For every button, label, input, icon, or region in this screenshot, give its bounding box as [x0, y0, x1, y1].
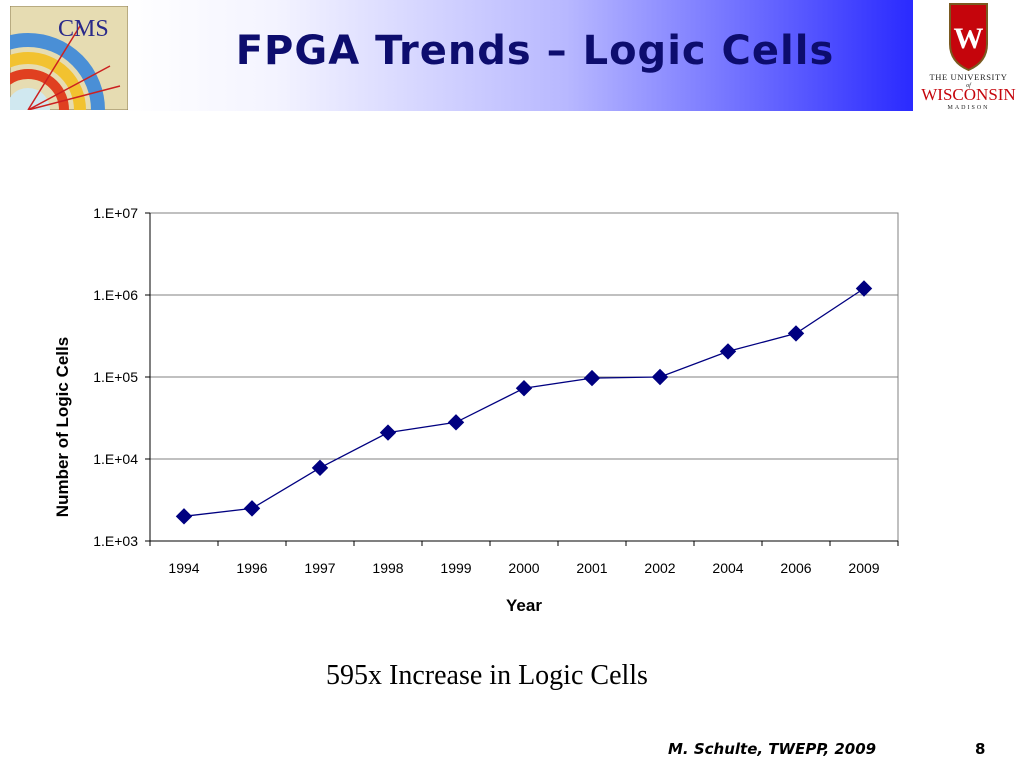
crest-letter: W — [954, 22, 984, 55]
y-tick-label: 1.E+05 — [93, 369, 138, 385]
data-point-marker — [515, 380, 533, 397]
data-point-marker — [651, 368, 669, 386]
footer-author: M. Schulte, TWEPP, 2009 — [668, 740, 877, 758]
uw-line3: WISCONSIN — [921, 85, 1015, 104]
x-tick-label: 2009 — [848, 560, 879, 576]
data-point-marker — [719, 343, 737, 360]
y-tick-label: 1.E+03 — [93, 533, 138, 549]
x-tick-label: 1996 — [236, 560, 267, 576]
uw-line4: MADISON — [947, 105, 989, 111]
x-tick-label: 2004 — [712, 560, 743, 576]
data-point-marker — [787, 325, 805, 342]
title-banner — [0, 0, 913, 111]
x-tick-label: 2001 — [576, 560, 607, 576]
cms-logo-text: CMS — [58, 16, 109, 42]
page-number: 8 — [975, 740, 986, 758]
data-point-marker — [855, 280, 873, 297]
y-axis-label: Number of Logic Cells — [53, 337, 72, 517]
page-title: FPGA Trends – Logic Cells — [235, 28, 835, 74]
y-tick-label: 1.E+06 — [93, 287, 138, 303]
x-axis-label: Year — [506, 596, 542, 615]
x-tick-label: 1998 — [372, 560, 403, 576]
uw-line2: of — [966, 82, 972, 89]
uw-crest-logo: W THE UNIVERSITY of WISCONSIN MADISON — [913, 0, 1024, 111]
x-tick-label: 1999 — [440, 560, 471, 576]
x-tick-label: 2000 — [508, 560, 539, 576]
data-point-marker — [447, 414, 465, 431]
x-tick-label: 2006 — [780, 560, 811, 576]
data-point-marker — [311, 459, 329, 477]
data-point-marker — [243, 500, 261, 517]
cms-logo: CMS — [10, 6, 128, 110]
series-line — [183, 287, 865, 517]
slide-caption: 595x Increase in Logic Cells — [326, 660, 648, 691]
y-tick-label: 1.E+07 — [93, 205, 138, 221]
x-tick-label: 2002 — [644, 560, 675, 576]
data-point-marker — [379, 424, 397, 441]
uw-line1: THE UNIVERSITY — [929, 72, 1007, 82]
x-tick-label: 1997 — [304, 560, 335, 576]
x-tick-label: 1994 — [168, 560, 199, 576]
data-point-marker — [175, 508, 193, 525]
y-tick-label: 1.E+04 — [93, 451, 138, 467]
data-point-marker — [583, 369, 601, 387]
